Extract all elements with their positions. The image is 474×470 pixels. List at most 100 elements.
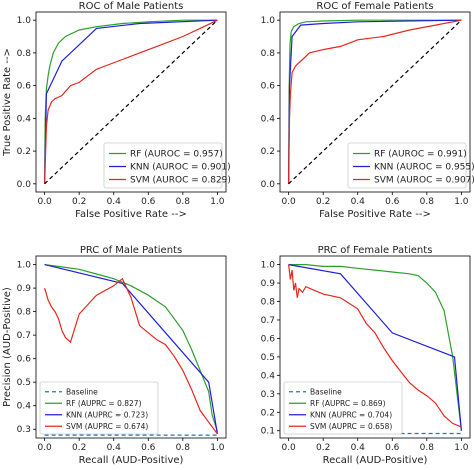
reference-diagonal	[44, 19, 218, 185]
chart-2: ROC of Female Patients 0.0 0.2 0.4 0.6 0.8 1.0…	[261, 1, 474, 220]
x-tick-label: 0.0	[37, 197, 52, 207]
legend-label: KNN (AUPRC = 0.723)	[66, 410, 148, 419]
legend: Baseline RF (AUPRC = 0.827) KNN (AUPRC = 0…	[39, 381, 159, 435]
y-tick-label: 1.0	[261, 261, 276, 271]
x-tick-label: 0.2	[316, 443, 330, 453]
legend-label: RF (AUPRC = 0.827)	[66, 399, 142, 408]
x-tick-label: 0.0	[281, 443, 296, 453]
chart-title: ROC of Male Patients	[79, 1, 184, 12]
y-tick-label: 0.2	[261, 147, 275, 157]
series-line	[288, 264, 462, 431]
series-line	[288, 19, 462, 184]
series-line	[44, 19, 218, 184]
x-tick-label: 0.4	[107, 197, 122, 207]
legend-frame	[39, 381, 159, 435]
x-tick-label: 0.2	[316, 197, 330, 207]
x-axis-label: Recall (AUD-Positive)	[323, 455, 428, 466]
y-tick-label: 0.3	[17, 425, 31, 435]
legend-label: RF (AUROC = 0.957)	[130, 150, 223, 160]
series-line	[288, 19, 462, 184]
y-tick-label: 0.0	[261, 180, 276, 190]
series-line	[288, 264, 462, 428]
chart-4: PRC of Female Patients 0.0 0.2 0.4 0.6 0.8 1.0…	[261, 245, 471, 466]
y-tick-label: 0.9	[17, 284, 32, 294]
y-tick-label: 0.8	[261, 298, 276, 308]
chart-1: ROC of Male Patients 0.0 0.2 0.4 0.6 0.8 1.0 0.…	[2, 1, 231, 220]
x-axis-label: Recall (AUD-Positive)	[79, 455, 184, 466]
y-tick-label: 0.6	[17, 82, 32, 92]
legend-label: RF (AUPRC = 0.869)	[310, 399, 386, 408]
series-line	[44, 277, 218, 435]
y-tick-label: 0.2	[261, 408, 275, 418]
legend-frame	[283, 381, 403, 435]
y-tick-label: 0.4	[261, 114, 276, 124]
chart-title: PRC of Female Patients	[318, 245, 433, 256]
legend-label: KNN (AUROC = 0.955)	[374, 163, 474, 173]
y-tick-label: 0.7	[17, 331, 31, 341]
x-tick-label: 1.0	[210, 443, 225, 453]
x-tick-label: 0.8	[420, 443, 435, 453]
legend-label: KNN (AUROC = 0.901)	[130, 163, 231, 173]
y-tick-label: 1.0	[261, 16, 276, 26]
chart-title: ROC of Female Patients	[316, 1, 433, 12]
y-tick-label: 1.0	[17, 261, 32, 271]
series-line	[288, 19, 462, 184]
y-tick-label: 0.9	[261, 279, 276, 289]
y-tick-label: 0.6	[261, 334, 276, 344]
y-tick-label: 0.7	[261, 316, 275, 326]
y-tick-label: 0.6	[261, 82, 276, 92]
series-line	[44, 19, 218, 184]
y-tick-label: 0.8	[17, 308, 32, 318]
y-tick-label: 0.8	[17, 49, 32, 59]
x-axis-label: False Positive Rate -->	[75, 209, 187, 220]
legend-label: SVM (AUPRC = 0.674)	[66, 422, 148, 431]
x-tick-label: 0.4	[351, 443, 366, 453]
legend-label: RF (AUROC = 0.991)	[374, 150, 467, 160]
series-group	[288, 19, 462, 185]
legend-label: SVM (AUROC = 0.829)	[130, 176, 231, 186]
series-line	[288, 264, 462, 431]
x-tick-label: 0.0	[37, 443, 52, 453]
legend-label: SVM (AUROC = 0.907)	[374, 176, 474, 186]
legend: RF (AUROC = 0.957) KNN (AUROC = 0.901) SVM…	[103, 142, 231, 189]
x-tick-label: 0.6	[385, 443, 400, 453]
x-tick-label: 0.4	[351, 197, 366, 207]
y-tick-label: 0.1	[261, 427, 275, 437]
y-tick-label: 0.5	[17, 378, 31, 388]
legend: RF (AUROC = 0.991) KNN (AUROC = 0.955) SVM…	[347, 142, 474, 189]
y-tick-label: 0.6	[17, 355, 32, 365]
series-group	[44, 264, 218, 436]
x-tick-label: 0.4	[107, 443, 122, 453]
x-tick-label: 0.2	[72, 197, 86, 207]
y-axis-label: True Positive Rate -->	[2, 48, 13, 157]
legend: Baseline RF (AUPRC = 0.869) KNN (AUPRC = 0…	[283, 381, 403, 435]
legend-label: KNN (AUPRC = 0.704)	[310, 410, 392, 419]
y-tick-label: 0.0	[17, 180, 32, 190]
x-tick-label: 0.6	[141, 197, 156, 207]
legend-frame	[347, 142, 467, 189]
legend-label: SVM (AUPRC = 0.658)	[310, 422, 392, 431]
x-tick-label: 1.0	[454, 197, 469, 207]
y-tick-label: 0.5	[261, 353, 275, 363]
y-tick-label: 0.4	[17, 114, 32, 124]
legend-frame	[103, 142, 223, 189]
series-line	[44, 264, 218, 434]
x-tick-label: 0.6	[385, 197, 400, 207]
y-tick-label: 0.2	[17, 147, 31, 157]
series-line	[44, 19, 218, 184]
series-group	[44, 19, 218, 185]
legend-label: Baseline	[310, 387, 342, 396]
x-tick-label: 0.8	[176, 443, 191, 453]
x-tick-label: 0.0	[281, 197, 296, 207]
y-tick-label: 0.4	[261, 371, 276, 381]
y-tick-label: 0.3	[261, 390, 275, 400]
y-tick-label: 0.4	[17, 402, 32, 412]
x-tick-label: 1.0	[210, 197, 225, 207]
chart-title: PRC of Male Patients	[80, 245, 182, 256]
x-tick-label: 1.0	[454, 443, 469, 453]
legend-label: Baseline	[66, 387, 98, 396]
x-axis-label: False Positive Rate -->	[319, 209, 431, 220]
y-axis-label: Precision (AUD-Positive)	[2, 287, 13, 407]
y-tick-label: 1.0	[17, 16, 32, 26]
